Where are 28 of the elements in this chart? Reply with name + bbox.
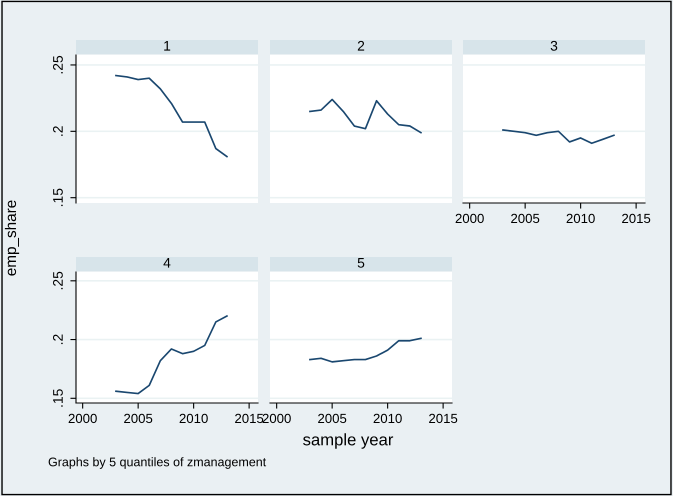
x-tick-label: 2005 — [511, 214, 540, 224]
chart-title: 1 — [164, 41, 170, 51]
y-tick-label: .25 — [53, 272, 63, 290]
x-tick-label: 2000 — [68, 414, 97, 424]
chart-title: 4 — [163, 258, 170, 268]
chart-title: 2 — [358, 40, 364, 51]
y-tick-label: .25 — [53, 56, 63, 74]
x-tick-label: 2015 — [235, 414, 264, 424]
x-tick-label: 2015 — [622, 214, 650, 224]
y-tick-label: .15 — [53, 389, 63, 407]
chart-title: 3 — [550, 40, 558, 51]
x-tick-label: 2005 — [124, 414, 152, 424]
x-tick-label: 2010 — [374, 414, 402, 424]
chart-title: 5 — [358, 258, 364, 268]
y-tick-label: .2 — [53, 334, 63, 344]
y-tick-label: .2 — [53, 126, 63, 136]
line-series — [115, 315, 228, 394]
x-tick-label: 2000 — [262, 414, 291, 424]
y-tick-label: .15 — [53, 188, 63, 206]
x-tick-label: 2005 — [318, 414, 346, 424]
x-tick-label: 2010 — [566, 214, 595, 224]
y-axis-title: emp_share — [4, 200, 20, 276]
text: Graphs by 5 quantiles of zmanagement — [48, 457, 266, 469]
x-tick-label: 2000 — [456, 214, 484, 224]
x-tick-label: 2015 — [429, 414, 458, 424]
x-axis-title: sample year — [303, 433, 394, 449]
x-tick-label: 2010 — [180, 414, 208, 424]
line-series — [115, 74, 228, 158]
